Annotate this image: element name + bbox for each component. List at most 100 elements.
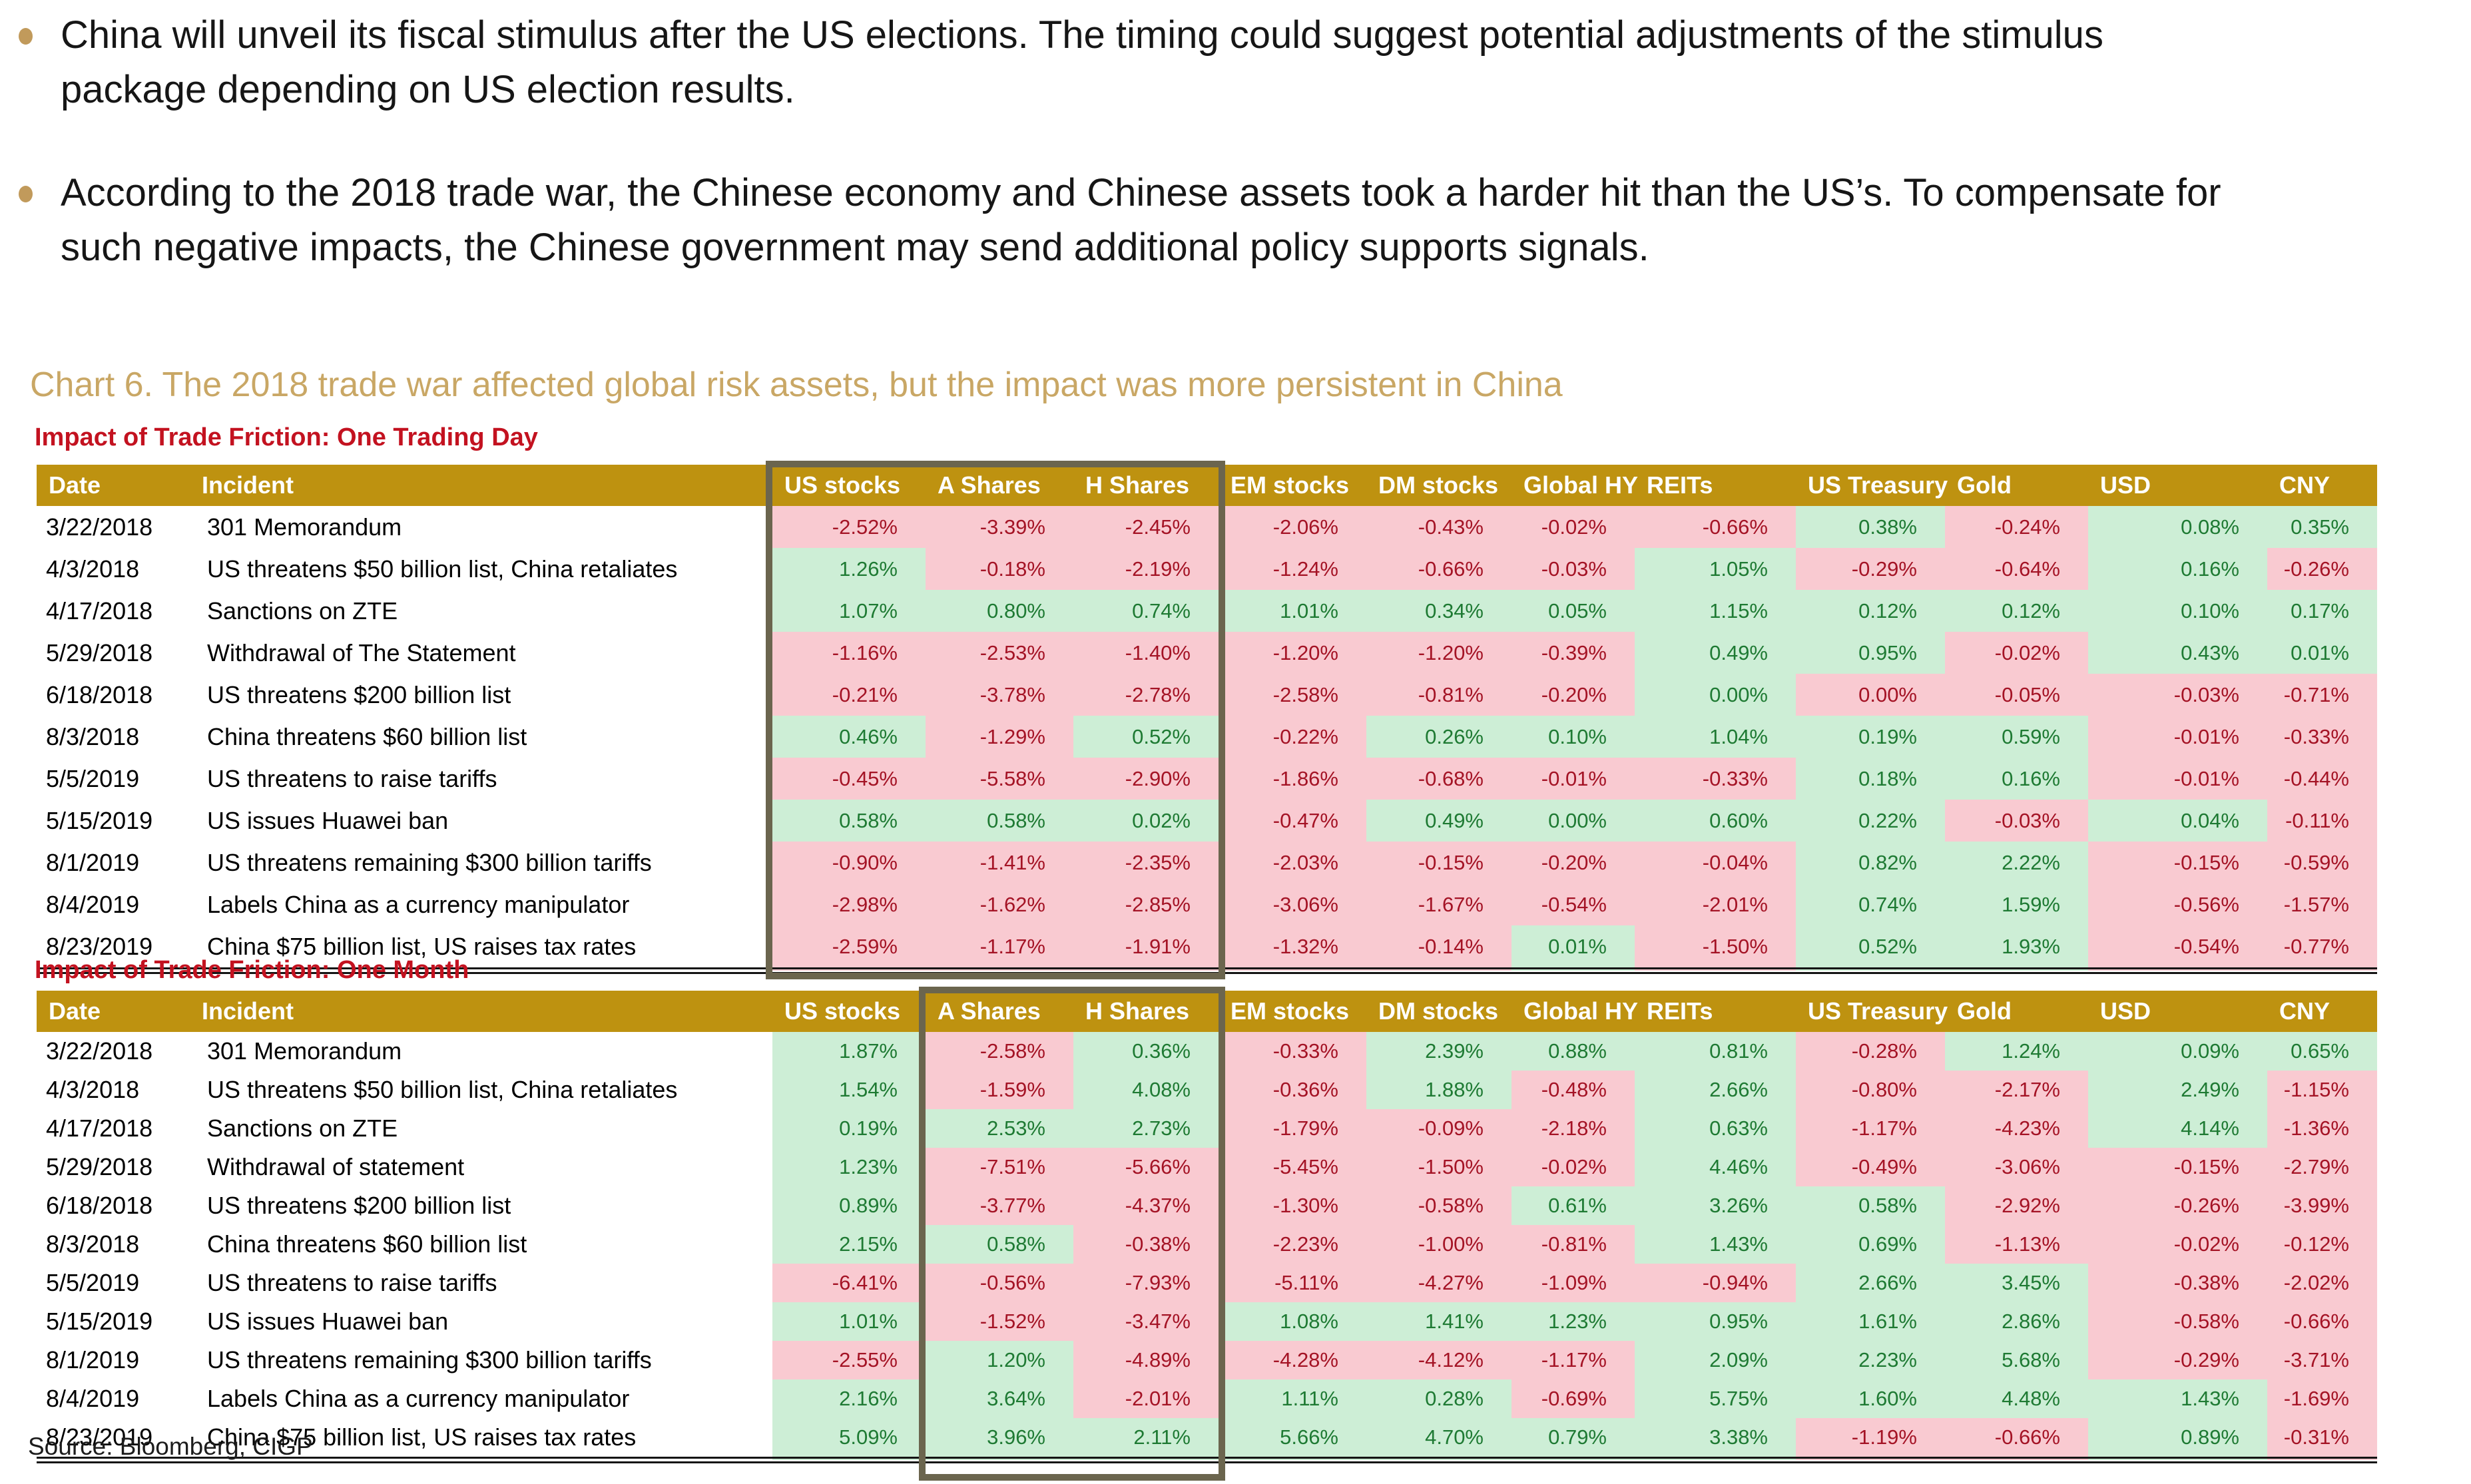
- table-row: 4/17/2018 Sanctions on ZTE 1.07% 0.80% 0.74%…: [37, 590, 2377, 632]
- value-cell: -0.01%: [2088, 758, 2267, 800]
- value-cell: 0.35%: [2267, 506, 2377, 548]
- value-cell: 2.09%: [1635, 1341, 1796, 1379]
- value-cell: 4.48%: [1945, 1379, 2088, 1418]
- column-header: Global HY: [1511, 991, 1638, 1032]
- value-cell: 0.19%: [1796, 716, 1945, 758]
- column-header: H Shares: [1073, 465, 1219, 506]
- value-cell: -1.00%: [1366, 1225, 1511, 1264]
- value-cell: -2.90%: [1073, 758, 1219, 800]
- table-row: 8/23/2019 China $75 billion list, US rais…: [37, 925, 2377, 971]
- value-cell: -2.01%: [1073, 1379, 1219, 1418]
- value-cell: 0.58%: [926, 1225, 1073, 1264]
- incident-cell: 301 Memorandum: [207, 1037, 402, 1065]
- value-cell: -2.92%: [1945, 1186, 2088, 1225]
- value-cell: 0.60%: [1635, 800, 1796, 842]
- value-cell: 0.74%: [1073, 590, 1219, 632]
- value-cell: -1.69%: [2267, 1379, 2377, 1418]
- value-cell: -0.24%: [1945, 506, 2088, 548]
- value-cell: 1.05%: [1635, 548, 1796, 590]
- value-cell: 2.22%: [1945, 842, 2088, 883]
- value-cell: -0.04%: [1635, 842, 1796, 883]
- value-cell: -1.17%: [926, 925, 1073, 971]
- value-cell: -0.15%: [2088, 842, 2267, 883]
- date-cell: 8/1/2019: [46, 1346, 140, 1373]
- value-cell: -0.54%: [2088, 925, 2267, 971]
- chart-title: Chart 6. The 2018 trade war affected glo…: [30, 366, 1563, 404]
- value-cell: 2.11%: [1073, 1418, 1219, 1460]
- incident-cell: Labels China as a currency manipulator: [207, 890, 630, 918]
- value-cell: -0.03%: [1945, 800, 2088, 842]
- value-cell: -5.66%: [1073, 1148, 1219, 1186]
- value-cell: -0.77%: [2267, 925, 2377, 971]
- value-cell: 4.46%: [1635, 1148, 1796, 1186]
- table-row: 5/29/2018 Withdrawal of The Statement -1.1…: [37, 632, 2377, 674]
- value-cell: 0.63%: [1635, 1109, 1796, 1148]
- value-cell: 0.01%: [1511, 925, 1635, 971]
- column-header: REITs: [1635, 991, 1796, 1032]
- value-cell: 0.00%: [1796, 674, 1945, 716]
- value-cell: 4.14%: [2088, 1109, 2267, 1148]
- table-subtitle-one-month: Impact of Trade Friction: One Month: [35, 956, 469, 984]
- value-cell: 0.05%: [1511, 590, 1635, 632]
- value-cell: 0.00%: [1511, 800, 1635, 842]
- value-cell: -2.58%: [1219, 674, 1366, 716]
- value-cell: 1.07%: [772, 590, 926, 632]
- value-cell: 2.86%: [1945, 1302, 2088, 1341]
- column-header: CNY: [2267, 991, 2377, 1032]
- value-cell: 0.81%: [1635, 1032, 1796, 1071]
- value-cell: 0.49%: [1635, 632, 1796, 674]
- value-cell: 5.66%: [1219, 1418, 1366, 1460]
- value-cell: -0.29%: [1796, 548, 1945, 590]
- incident-cell: China $75 billion list, US raises tax ra…: [207, 1423, 637, 1451]
- value-cell: -5.58%: [926, 758, 1073, 800]
- value-cell: 0.28%: [1366, 1379, 1511, 1418]
- bullet-item: China will unveil its fiscal stimulus af…: [19, 8, 2429, 118]
- value-cell: 0.52%: [1073, 716, 1219, 758]
- value-cell: -0.39%: [1511, 632, 1635, 674]
- value-cell: 1.23%: [772, 1148, 926, 1186]
- value-cell: -0.21%: [772, 674, 926, 716]
- incident-cell: US threatens $50 billion list, China ret…: [207, 1076, 678, 1103]
- incident-cell: Sanctions on ZTE: [207, 1114, 398, 1142]
- value-cell: -2.53%: [926, 632, 1073, 674]
- value-cell: 1.01%: [1219, 590, 1366, 632]
- table-row: 8/1/2019 US threatens remaining $300 bill…: [37, 1341, 2377, 1379]
- value-cell: -1.41%: [926, 842, 1073, 883]
- value-cell: -3.99%: [2267, 1186, 2377, 1225]
- value-cell: -0.02%: [1511, 1148, 1635, 1186]
- column-header: EM stocks: [1219, 465, 1366, 506]
- header-row: Date Incident US stocks A Shares H Shares EM …: [37, 991, 2377, 1032]
- value-cell: -0.05%: [1945, 674, 2088, 716]
- value-cell: 1.26%: [772, 548, 926, 590]
- value-cell: 0.46%: [772, 716, 926, 758]
- value-cell: -1.20%: [1219, 632, 1366, 674]
- table-row: 8/3/2018 China threatens $60 billion list…: [37, 1225, 2377, 1264]
- table-row: 4/17/2018 Sanctions on ZTE 0.19% 2.53% 2.73%…: [37, 1109, 2377, 1148]
- value-cell: 3.38%: [1635, 1418, 1796, 1460]
- value-cell: 0.80%: [926, 590, 1073, 632]
- incident-cell: China threatens $60 billion list: [207, 722, 527, 750]
- value-cell: 3.64%: [926, 1379, 1073, 1418]
- value-cell: 0.10%: [1511, 716, 1635, 758]
- table-row: 6/18/2018 US threatens $200 billion list 0…: [37, 1186, 2377, 1225]
- column-header: DM stocks: [1366, 465, 1511, 506]
- value-cell: 0.74%: [1796, 883, 1945, 925]
- bullet-icon: [19, 185, 33, 202]
- value-cell: 0.38%: [1796, 506, 1945, 548]
- date-cell: 8/23/2019: [46, 1423, 153, 1451]
- header-row: Date Incident US stocks A Shares H Shares EM …: [37, 465, 2377, 506]
- value-cell: -3.06%: [1945, 1148, 2088, 1186]
- value-cell: -2.85%: [1073, 883, 1219, 925]
- table-row: 3/22/2018 301 Memorandum 1.87% -2.58% 0.36% -…: [37, 1032, 2377, 1071]
- value-cell: -0.66%: [1635, 506, 1796, 548]
- column-header: A Shares: [926, 465, 1073, 506]
- value-cell: -0.44%: [2267, 758, 2377, 800]
- date-cell: 4/17/2018: [46, 1114, 153, 1142]
- value-cell: 0.59%: [1945, 716, 2088, 758]
- column-header: DM stocks: [1366, 991, 1511, 1032]
- impact-table: Date Incident US stocks A Shares H Shares EM …: [37, 991, 2377, 1463]
- table-subtitle-one-trading-day: Impact of Trade Friction: One Trading Da…: [35, 423, 538, 451]
- value-cell: -2.55%: [772, 1341, 926, 1379]
- value-cell: -1.16%: [772, 632, 926, 674]
- impact-table: Date Incident US stocks A Shares H Shares EM …: [37, 465, 2377, 974]
